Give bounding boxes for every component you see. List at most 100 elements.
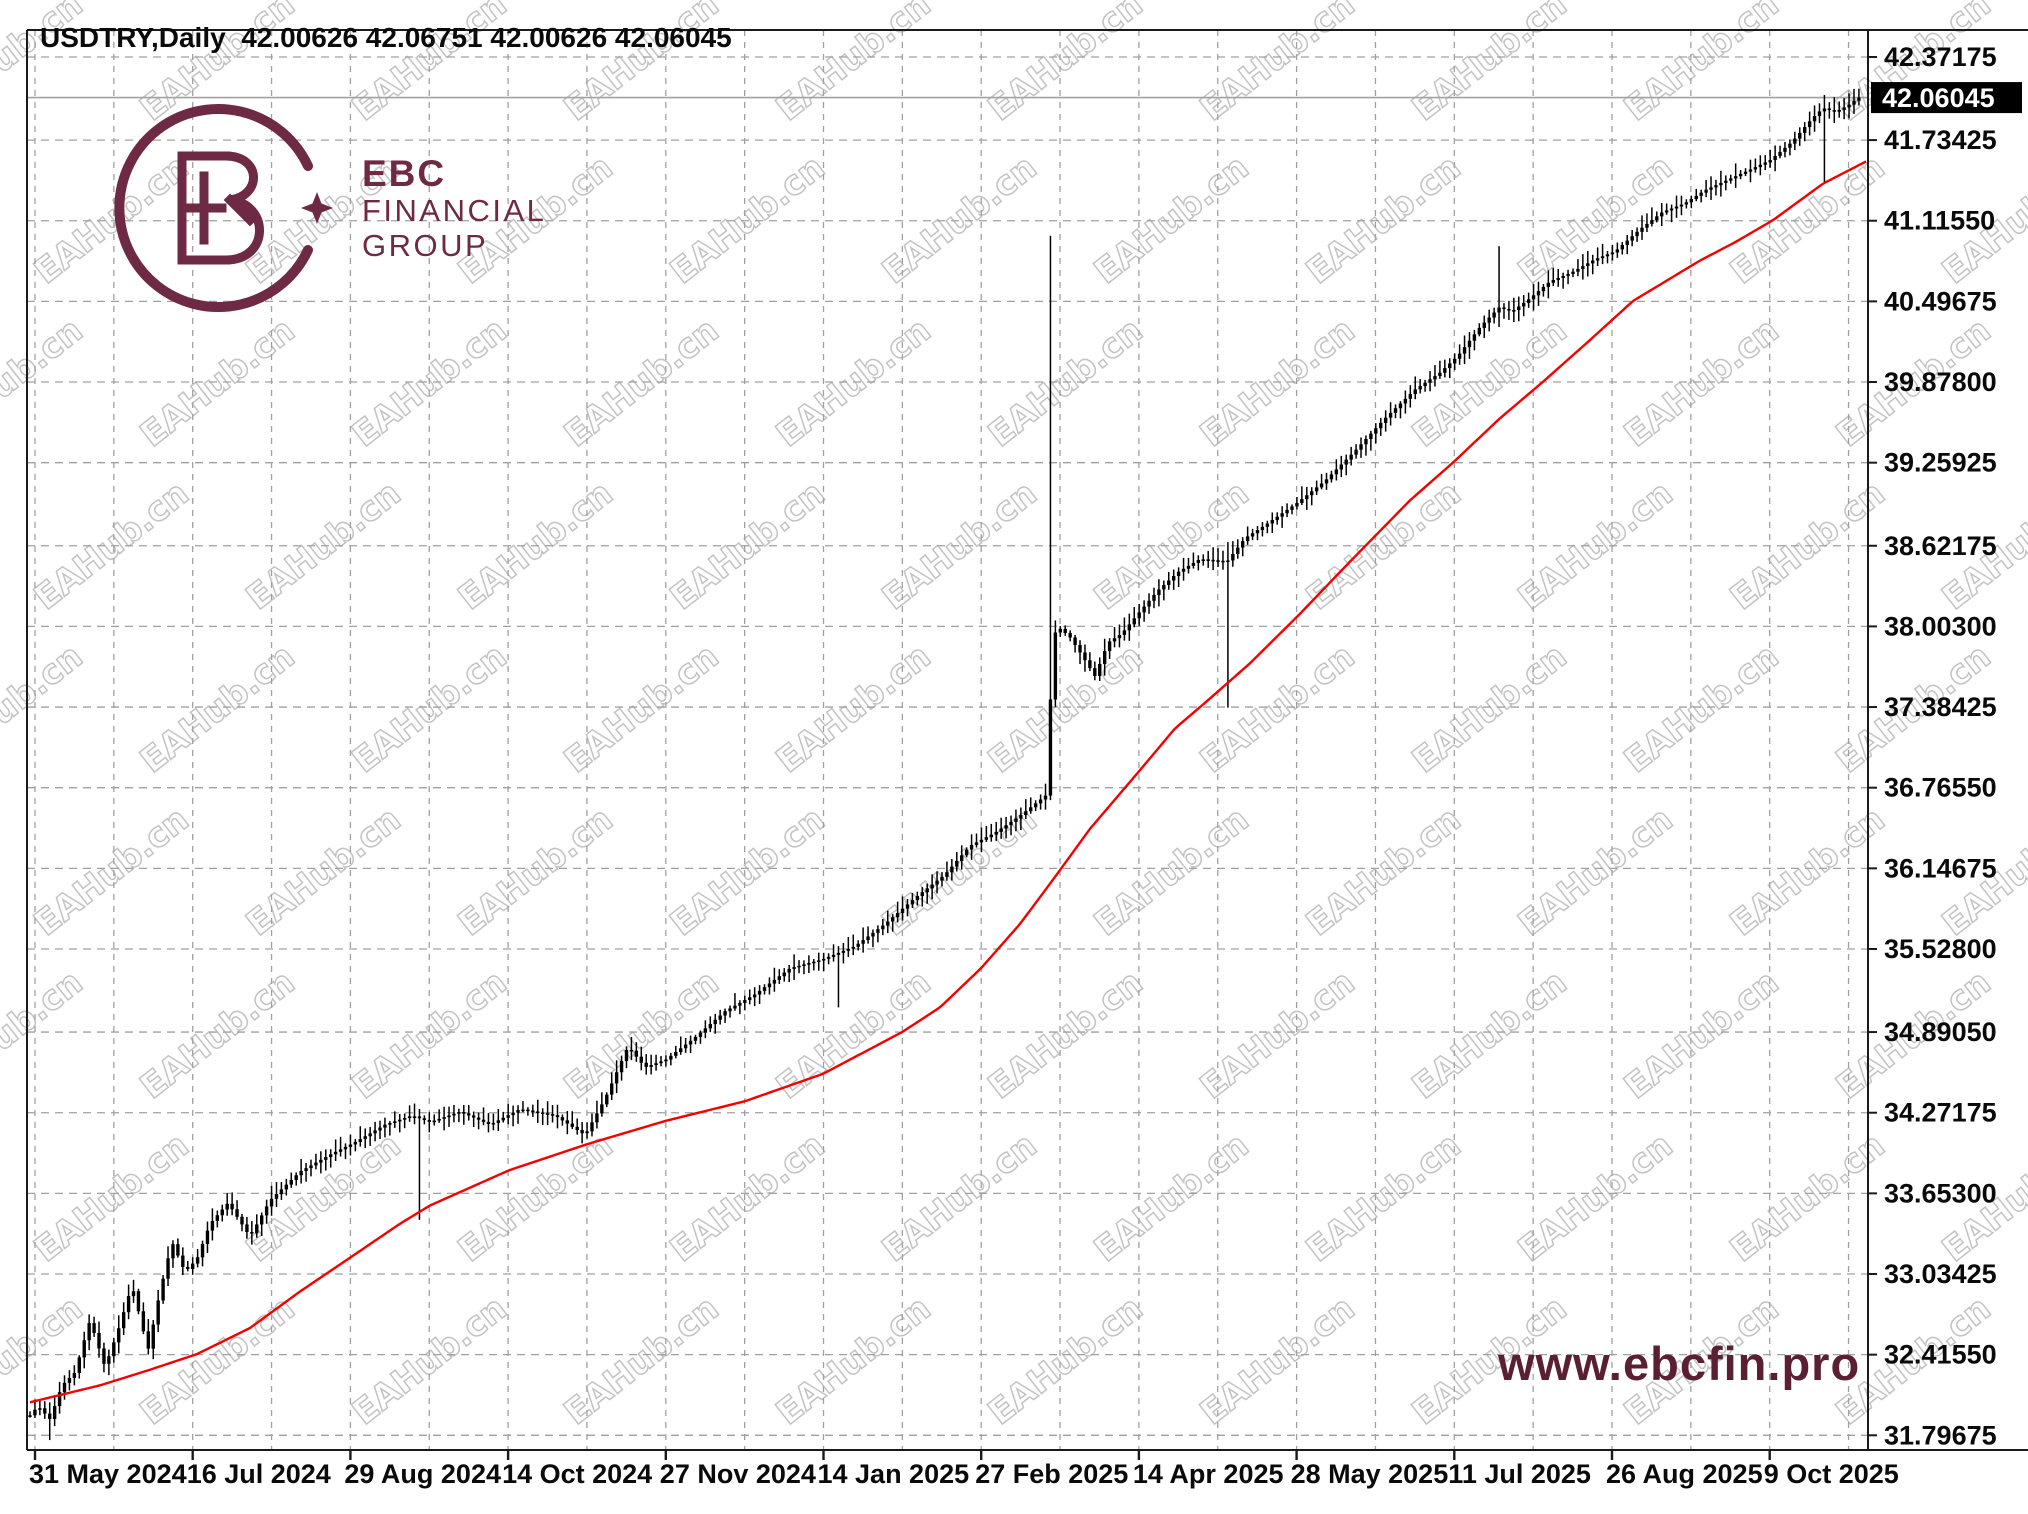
candle-body (1827, 108, 1832, 111)
candle-body (1408, 394, 1413, 399)
watermark-text: EAHub.cn (451, 1125, 620, 1270)
candle-body (1033, 803, 1038, 808)
candle-body (151, 1324, 155, 1349)
candle-body (1763, 162, 1767, 165)
candle-body (299, 1170, 303, 1176)
candle-body (1630, 236, 1634, 241)
candle-body (836, 952, 841, 955)
watermark-text: EAHub.cn (875, 1125, 1044, 1270)
candle-body (1285, 509, 1289, 514)
candle-body (762, 987, 767, 991)
candle-body (1438, 372, 1442, 377)
website-watermark: www.ebcfin.pro (1498, 1337, 1861, 1390)
candle-body (610, 1083, 614, 1095)
candle-body (1117, 634, 1122, 639)
candle-body (57, 1392, 62, 1407)
watermark-text: EAHub.cn (1511, 799, 1680, 944)
candle-body (358, 1139, 362, 1142)
candle-body (1107, 641, 1112, 652)
candle-body (1778, 151, 1782, 156)
candle-body (1521, 302, 1526, 307)
candle-body (1142, 606, 1146, 613)
candle-body (1620, 244, 1624, 250)
candle-body (289, 1179, 293, 1185)
candle-body (1541, 286, 1546, 292)
candle-body (52, 1406, 57, 1419)
watermark-text: EAHub.cn (663, 1125, 832, 1270)
candle-body (772, 979, 777, 984)
watermark-text: EAHub.cn (1299, 147, 1468, 292)
candle-body (1181, 568, 1186, 572)
candle-body (826, 956, 831, 959)
watermark-text: EAHub.cn (875, 147, 1044, 292)
candle-body (314, 1162, 318, 1166)
candle-body (77, 1357, 81, 1373)
candle-body (1788, 143, 1792, 148)
watermark-text: EAHub.cn (1299, 799, 1468, 944)
current-price-box (1871, 82, 2022, 114)
candle-body (1226, 560, 1230, 563)
candle-body (787, 968, 791, 973)
candle-body (48, 1413, 52, 1419)
candle-body (1359, 444, 1363, 450)
candle-body (1255, 530, 1260, 534)
candle-body (1482, 322, 1486, 328)
watermark-text: EAHub.cn (0, 962, 90, 1107)
candle-body (1290, 506, 1294, 510)
candle-body (338, 1149, 343, 1152)
candle-body (417, 1116, 422, 1119)
candle-body (1043, 795, 1048, 800)
watermark-text: EAHub.cn (557, 636, 726, 781)
candle-body (1162, 584, 1166, 590)
candle-body (718, 1015, 722, 1020)
candle-body (1275, 516, 1279, 521)
candle-body (1793, 138, 1797, 144)
candle-body (1009, 821, 1013, 826)
candle-body (570, 1123, 574, 1127)
candle-body (476, 1117, 481, 1120)
moving-average-line (29, 160, 1867, 1404)
candle-body (1038, 799, 1043, 804)
x-axis-label: 14 Apr 2025 (1133, 1459, 1284, 1489)
candle-body (905, 904, 910, 909)
candle-body (634, 1050, 639, 1057)
candle-body (817, 960, 821, 962)
watermark-text: EAHub.cn (1511, 147, 1680, 292)
watermark-text: EAHub.cn (1193, 962, 1362, 1107)
candle-body (1053, 632, 1058, 700)
candle-body (43, 1408, 47, 1414)
x-axis-label: 16 Jul 2024 (187, 1459, 331, 1489)
candle-body (1729, 178, 1733, 181)
candle-body (856, 943, 860, 947)
candle-body (220, 1209, 224, 1216)
candle-body (432, 1120, 436, 1123)
candle-body (1319, 483, 1324, 488)
candle-body (107, 1356, 111, 1364)
candle-body (1241, 541, 1245, 548)
candle-body (659, 1061, 663, 1064)
candle-body (1743, 171, 1748, 174)
candle-body (748, 997, 752, 1001)
candle-body (1122, 630, 1127, 635)
y-axis-label: 41.11550 (1884, 206, 1995, 236)
watermark-text: EAHub.cn (1087, 147, 1256, 292)
candle-body (1265, 523, 1270, 527)
candle-body (1719, 182, 1723, 186)
candle-body (230, 1203, 234, 1210)
candle-body (964, 849, 969, 856)
watermark-text: EAHub.cn (1723, 147, 1892, 292)
candle-body (195, 1257, 200, 1264)
axes-layer[interactable]: 42.37175 41.73425 41.11550 40.49675 39.87800… (26, 29, 2028, 1489)
candle-body (447, 1115, 451, 1118)
candle-body (629, 1049, 634, 1052)
candle-body (1334, 469, 1339, 475)
candle-body (1733, 176, 1738, 179)
y-axis-label: 38.62175 (1884, 531, 1997, 561)
candle-body (1807, 121, 1812, 128)
candles-layer[interactable] (28, 88, 1861, 1441)
ebc-logo: EBC FINANCIAL GROUP (104, 92, 546, 324)
watermark-text: EAHub.cn (769, 0, 938, 129)
candle-body (1083, 652, 1087, 661)
watermark-text: EAHub.cn (1617, 310, 1786, 455)
